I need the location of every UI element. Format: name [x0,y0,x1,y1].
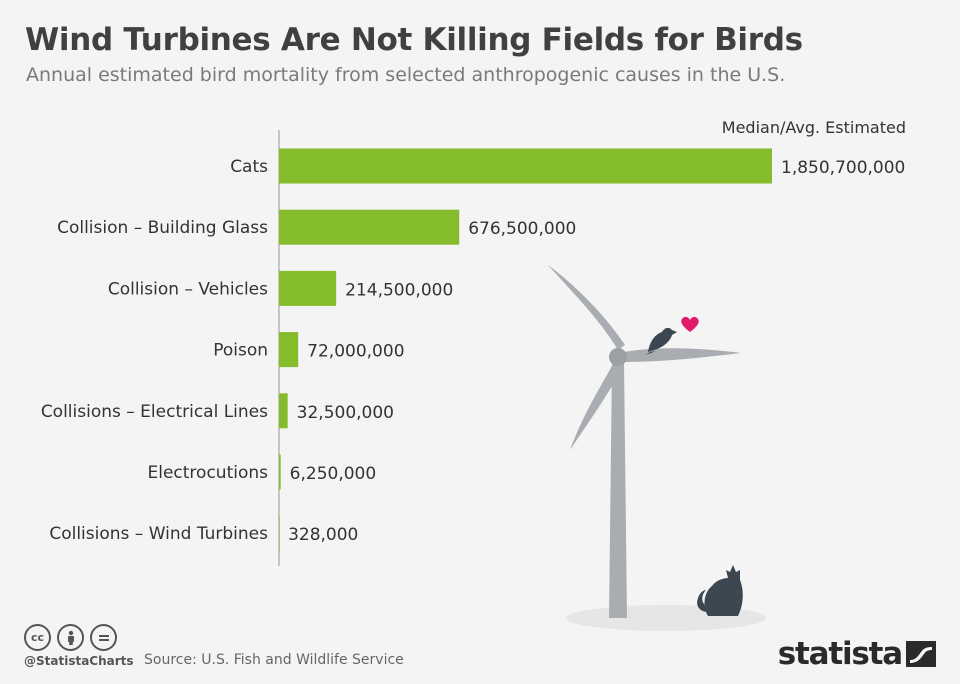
attribution-icon [57,624,84,651]
chart-subtitle: Annual estimated bird mortality from sel… [26,64,786,86]
category-label: Cats [230,157,268,177]
bar [279,270,337,306]
value-label: 676,500,000 [468,219,576,239]
category-label: Collision – Vehicles [108,279,268,299]
cc-icon: cc [24,624,51,651]
license-icons: cc [24,624,117,651]
bar [279,515,280,551]
value-column-header: Median/Avg. Estimated [721,118,906,137]
bar [279,454,281,490]
bar [279,393,288,429]
bar [279,148,772,184]
bars-layer: Cats 1,850,700,000 Collision – Building Gl… [41,130,905,566]
category-label: Collision – Building Glass [57,218,268,238]
social-handle: @StatistaCharts [24,654,134,668]
category-label: Poison [213,341,268,361]
value-label: 1,850,700,000 [781,158,905,178]
statista-logo-icon [906,641,936,667]
value-label: 6,250,000 [290,464,377,484]
bar [279,332,299,368]
value-label: 328,000 [288,525,358,545]
source-note: Source: U.S. Fish and Wildlife Service [144,652,404,668]
bird-icon [646,327,677,355]
value-label: 72,000,000 [307,342,404,362]
no-derivatives-icon [90,624,117,651]
category-label: Collisions – Wind Turbines [49,524,268,544]
statista-logo-text: statista [777,636,903,672]
heart-icon [681,316,699,332]
category-label: Collisions – Electrical Lines [41,402,268,422]
bar [279,209,460,245]
value-label: 32,500,000 [297,403,394,423]
category-label: Electrocutions [148,463,269,483]
wind-turbine-icon [548,265,741,618]
cat-icon [697,565,743,616]
chart-title: Wind Turbines Are Not Killing Fields for… [25,22,803,58]
value-label: 214,500,000 [345,280,453,300]
illustration [548,265,766,631]
